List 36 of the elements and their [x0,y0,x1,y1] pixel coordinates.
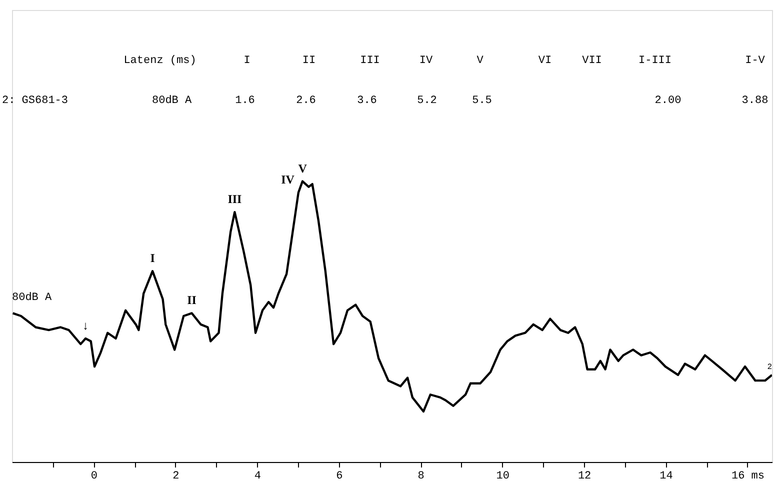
x-tick-label: 6 [336,470,343,482]
text: 3.6 [357,95,377,107]
text: 2.6 [296,95,316,107]
text: Latenz (ms) [124,55,196,67]
x-tick-label: 4 [254,470,262,482]
text: I-III [638,55,672,67]
text: III [360,55,380,67]
annotation: 80dB A [12,292,52,304]
text: 80dB A [152,95,192,107]
annotation: II [187,293,197,308]
text: 1.6 [235,95,255,107]
annotation: V [298,161,308,176]
text: 2: GS681-3 [2,95,68,107]
x-tick-label: 16 ms [731,470,764,482]
text: IV [419,55,433,67]
text: I-V [745,55,766,67]
series-label: 2 [767,362,772,372]
x-tick-label: 8 [418,470,424,482]
text: V [476,55,484,67]
text: II [302,55,316,67]
text: VII [582,55,602,67]
x-tick-label: 2 [172,470,180,482]
text: VI [538,55,552,67]
x-tick-label: 10 [496,470,510,482]
annotation: III [228,192,242,206]
text: 5.2 [417,95,437,107]
annotation: IV [281,172,295,186]
text: I [244,55,250,67]
annotation: I [150,251,156,266]
annotation: ↓ [82,318,89,332]
text: 5.5 [472,95,492,107]
x-tick-label: 12 [578,470,592,482]
x-tick-label: 14 [660,470,674,482]
text: 3.88 [742,95,768,107]
x-tick-label: 0 [90,470,98,482]
text: 2.00 [654,95,682,107]
